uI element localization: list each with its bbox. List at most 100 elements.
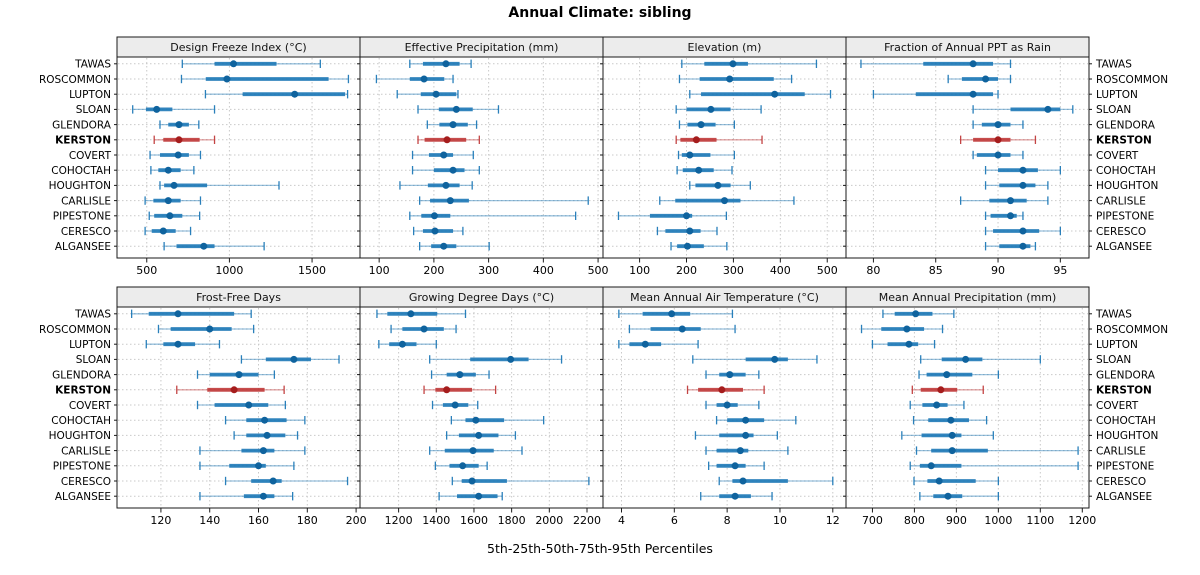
station-label: COHOCTAH (1096, 415, 1156, 427)
station-label: PIPESTONE (1096, 461, 1154, 473)
percentile-bar-cohoctah (676, 166, 733, 175)
gridlines (118, 308, 359, 507)
median-dot (742, 416, 750, 424)
median-dot (452, 105, 460, 113)
percentile-bar-covert (431, 400, 479, 410)
percentile-bar-ceresco (718, 476, 834, 486)
median-dot (475, 431, 483, 439)
median-dot (472, 416, 480, 424)
median-dot (507, 355, 515, 363)
median-dot (947, 416, 955, 424)
median-dot (206, 325, 214, 333)
median-dot (707, 105, 715, 113)
station-label: PIPESTONE (1096, 211, 1154, 223)
station-label: CARLISLE (1096, 195, 1146, 207)
median-dot (269, 477, 277, 485)
percentile-bar-houghton (984, 181, 1049, 190)
median-dot (440, 151, 448, 159)
percentile-bar-houghton (689, 181, 751, 190)
percentile-bar-sloan (240, 355, 340, 364)
median-dot (449, 121, 457, 129)
x-tick-label: 400 (533, 264, 554, 277)
percentile-bar-algansee (199, 492, 294, 501)
percentile-bar-roscommon (390, 324, 457, 334)
percentile-bar-covert (972, 150, 1024, 160)
percentile-bar-sloan (429, 355, 563, 364)
station-label: KERSTON (55, 135, 111, 147)
percentile-bar-roscommon (157, 324, 255, 334)
station-label: LUPTON (1096, 339, 1138, 351)
percentile-bar-tawas (376, 309, 467, 318)
percentile-bar-lupton (689, 90, 832, 99)
station-label: CERESCO (61, 226, 111, 238)
percentile-bar-lupton (618, 340, 699, 349)
median-dot (291, 90, 299, 98)
station-label: KERSTON (1096, 385, 1152, 397)
median-dot (935, 477, 943, 485)
station-label: ALGANSEE (55, 491, 111, 503)
median-dot (933, 401, 941, 409)
x-axis: 500 1000 1500 (136, 258, 326, 277)
median-dot (686, 227, 694, 235)
x-axis: 80 85 90 95 (866, 258, 1067, 277)
median-dot (903, 325, 911, 333)
x-axis: 100 200 300 400 500 (629, 258, 838, 277)
median-dot (1019, 227, 1027, 235)
percentile-bar-lupton (378, 340, 437, 349)
median-dot (1019, 181, 1027, 189)
percentile-bar-kerston (153, 135, 216, 144)
x-tick-label: 85 (929, 264, 943, 277)
median-dot (175, 136, 183, 144)
station-labels-left-row1: TAWAS ROSCOMMON LUPTON SLOAN GLENDORA KERSTON… (39, 309, 112, 503)
x-tick-label: 100 (369, 264, 390, 277)
panel-fraction-of-annual-ppt-as-rain: Fraction of Annual PPT as Rain 80 85 90 95 (843, 36, 1092, 277)
percentile-bar-tawas (130, 309, 252, 318)
median-dot (440, 242, 448, 250)
x-tick-label: 900 (946, 514, 967, 527)
percentile-bar-tawas (681, 59, 818, 68)
median-dot (164, 166, 172, 174)
station-label: PIPESTONE (53, 461, 111, 473)
x-tick-label: 400 (770, 264, 791, 277)
percentile-bar-ceresco (224, 476, 349, 486)
median-dot (771, 90, 779, 98)
x-tick-label: 180 (297, 514, 318, 527)
station-label: SLOAN (76, 104, 111, 116)
percentile-bar-glendora (196, 370, 276, 379)
x-tick-label: 200 (423, 264, 444, 277)
median-dot (937, 386, 945, 394)
station-label: CERESCO (61, 476, 111, 488)
percentile-bar-cohoctah (450, 416, 545, 425)
percentile-bar-tawas (181, 59, 321, 68)
percentile-bar-roscommon (628, 324, 736, 334)
x-tick-label: 140 (199, 514, 220, 527)
station-label: KERSTON (55, 385, 111, 397)
x-tick-label: 500 (136, 264, 157, 277)
x-tick-label: 300 (723, 264, 744, 277)
median-dot (443, 386, 451, 394)
percentile-bar-covert (677, 150, 736, 160)
median-dot (912, 310, 920, 318)
percentile-bar-lupton (204, 90, 349, 99)
row-ticks (843, 63, 1092, 247)
percentile-bar-glendora (918, 370, 999, 379)
percentile-bar-glendora (426, 120, 478, 129)
median-dot (718, 386, 726, 394)
median-dot (432, 90, 440, 98)
x-tick-label: 160 (248, 514, 269, 527)
median-dot (668, 310, 676, 318)
median-dot (944, 492, 952, 500)
median-dot (731, 462, 739, 470)
percentile-bar-cohoctah (912, 416, 988, 425)
median-dot (962, 355, 970, 363)
percentile-bar-lupton (871, 340, 936, 349)
panel-strip-title: Mean Annual Air Temperature (°C) (630, 291, 819, 304)
percentile-bar-glendora (159, 120, 200, 129)
percentile-bar-carlisle (705, 446, 789, 455)
percentile-bar-pipestone (409, 211, 577, 220)
percentile-bar-sloan (417, 105, 500, 114)
gridlines (118, 58, 359, 257)
station-label: CERESCO (1096, 476, 1146, 488)
x-tick-label: 500 (817, 264, 838, 277)
median-dot (468, 477, 476, 485)
